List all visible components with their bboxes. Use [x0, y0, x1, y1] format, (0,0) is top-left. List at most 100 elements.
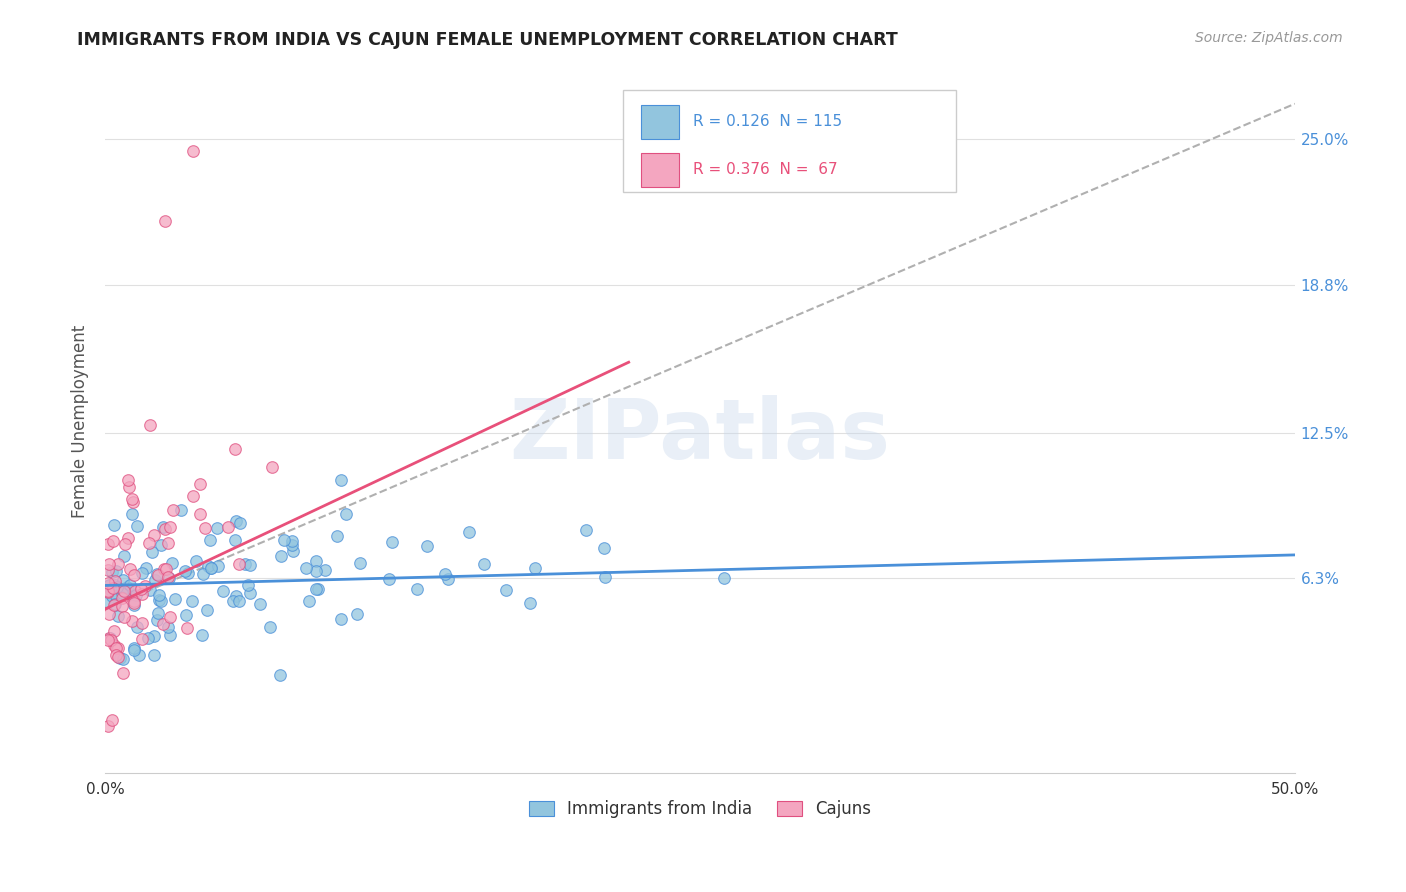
Point — [103, 638, 125, 652]
Point — [131, 566, 153, 581]
Point — [381, 534, 404, 549]
Point — [157, 620, 180, 634]
Point — [152, 616, 174, 631]
Point — [97, 579, 120, 593]
Point — [97, 583, 120, 598]
Point — [104, 640, 127, 655]
Point — [131, 582, 153, 596]
FancyBboxPatch shape — [641, 153, 679, 187]
Point — [148, 588, 170, 602]
Point — [188, 507, 211, 521]
Point — [222, 594, 245, 608]
Point — [117, 532, 139, 546]
Point — [105, 580, 128, 594]
Point — [143, 527, 166, 541]
Point — [97, 631, 120, 645]
Point — [97, 563, 120, 577]
Point — [159, 610, 181, 624]
Point — [169, 503, 191, 517]
Point — [122, 494, 145, 508]
Point — [97, 633, 120, 648]
Point — [115, 580, 138, 594]
Point — [269, 667, 291, 681]
Point — [305, 554, 328, 568]
Legend: Immigrants from India, Cajuns: Immigrants from India, Cajuns — [522, 794, 879, 825]
Point — [156, 536, 179, 550]
Point — [103, 534, 125, 549]
Point — [103, 597, 125, 611]
Point — [97, 595, 120, 609]
Point — [122, 641, 145, 656]
Point — [592, 541, 614, 555]
Point — [103, 518, 125, 533]
Point — [191, 566, 214, 581]
Point — [101, 589, 124, 603]
Point — [103, 624, 125, 638]
Point — [131, 632, 153, 647]
Point — [103, 598, 125, 612]
Point — [118, 480, 141, 494]
Point — [437, 572, 460, 586]
Point — [200, 561, 222, 575]
Point — [197, 558, 219, 573]
Point — [152, 519, 174, 533]
Point — [153, 522, 176, 536]
Y-axis label: Female Unemployment: Female Unemployment — [72, 325, 89, 517]
Point — [472, 557, 495, 571]
Point — [416, 539, 439, 553]
Point — [107, 558, 129, 572]
Point — [200, 561, 222, 575]
Point — [98, 631, 121, 645]
Point — [111, 591, 134, 606]
Point — [575, 523, 598, 537]
Point — [150, 538, 173, 552]
Point — [595, 570, 617, 584]
Point — [115, 585, 138, 599]
Point — [117, 473, 139, 487]
Point — [105, 589, 128, 603]
Point — [104, 574, 127, 589]
Point — [238, 578, 260, 592]
Point — [139, 582, 162, 597]
Point — [523, 561, 546, 575]
Point — [125, 588, 148, 602]
Point — [121, 614, 143, 628]
Point — [183, 489, 205, 503]
Point — [111, 652, 134, 666]
Point — [143, 648, 166, 662]
Point — [121, 492, 143, 507]
Point — [112, 584, 135, 599]
Point — [335, 507, 357, 521]
Text: Source: ZipAtlas.com: Source: ZipAtlas.com — [1195, 31, 1343, 45]
Point — [174, 607, 197, 622]
Point — [105, 564, 128, 578]
Point — [298, 594, 321, 608]
Point — [228, 594, 250, 608]
Point — [224, 442, 246, 457]
Point — [165, 592, 187, 607]
Point — [100, 713, 122, 727]
Point — [295, 561, 318, 575]
Point — [97, 585, 120, 599]
Point — [128, 648, 150, 662]
Point — [107, 650, 129, 665]
Point — [228, 557, 250, 571]
Point — [97, 577, 120, 591]
Point — [305, 564, 328, 578]
Point — [118, 585, 141, 599]
FancyBboxPatch shape — [623, 90, 956, 192]
Point — [177, 566, 200, 581]
Point — [160, 556, 183, 570]
Point — [104, 578, 127, 592]
Point — [329, 474, 352, 488]
Point — [110, 586, 132, 600]
Point — [107, 608, 129, 623]
Point — [314, 563, 336, 577]
Text: IMMIGRANTS FROM INDIA VS CAJUN FEMALE UNEMPLOYMENT CORRELATION CHART: IMMIGRANTS FROM INDIA VS CAJUN FEMALE UN… — [77, 31, 898, 49]
Point — [229, 516, 252, 530]
Point — [150, 594, 173, 608]
Point — [225, 589, 247, 603]
Point — [118, 585, 141, 599]
Point — [153, 562, 176, 576]
Point — [173, 564, 195, 578]
